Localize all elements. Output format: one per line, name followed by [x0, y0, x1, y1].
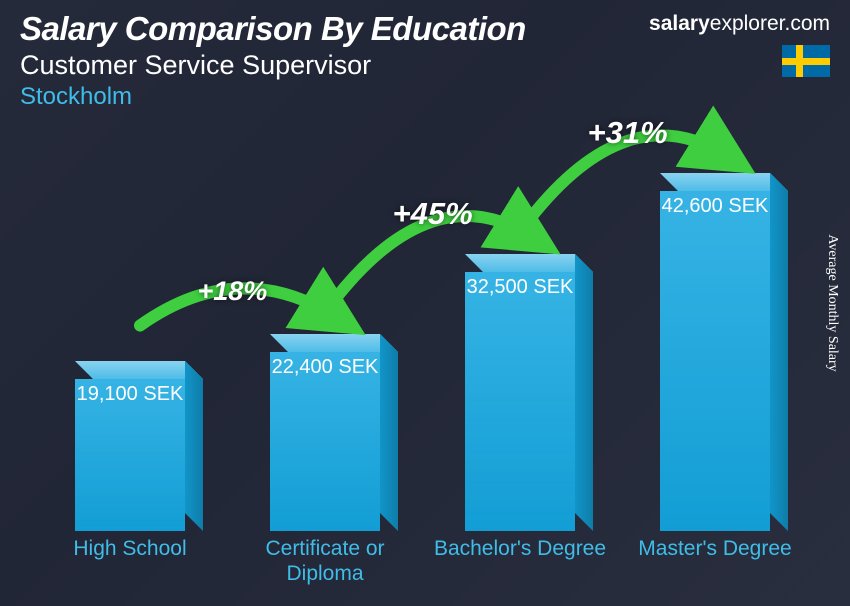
sweden-flag-icon [782, 45, 830, 77]
brand-rest: explorer.com [710, 12, 830, 35]
brand-logo: salaryexplorer.com [649, 12, 830, 36]
chart-location: Stockholm [20, 83, 830, 111]
percent-increase-label: +31% [588, 115, 668, 151]
bar-chart: 19,100 SEKHigh School22,400 SEKCertifica… [30, 116, 800, 586]
chart-subtitle: Customer Service Supervisor [20, 50, 830, 81]
increase-arrow-icon [30, 116, 830, 586]
brand-bold: salary [649, 12, 710, 35]
